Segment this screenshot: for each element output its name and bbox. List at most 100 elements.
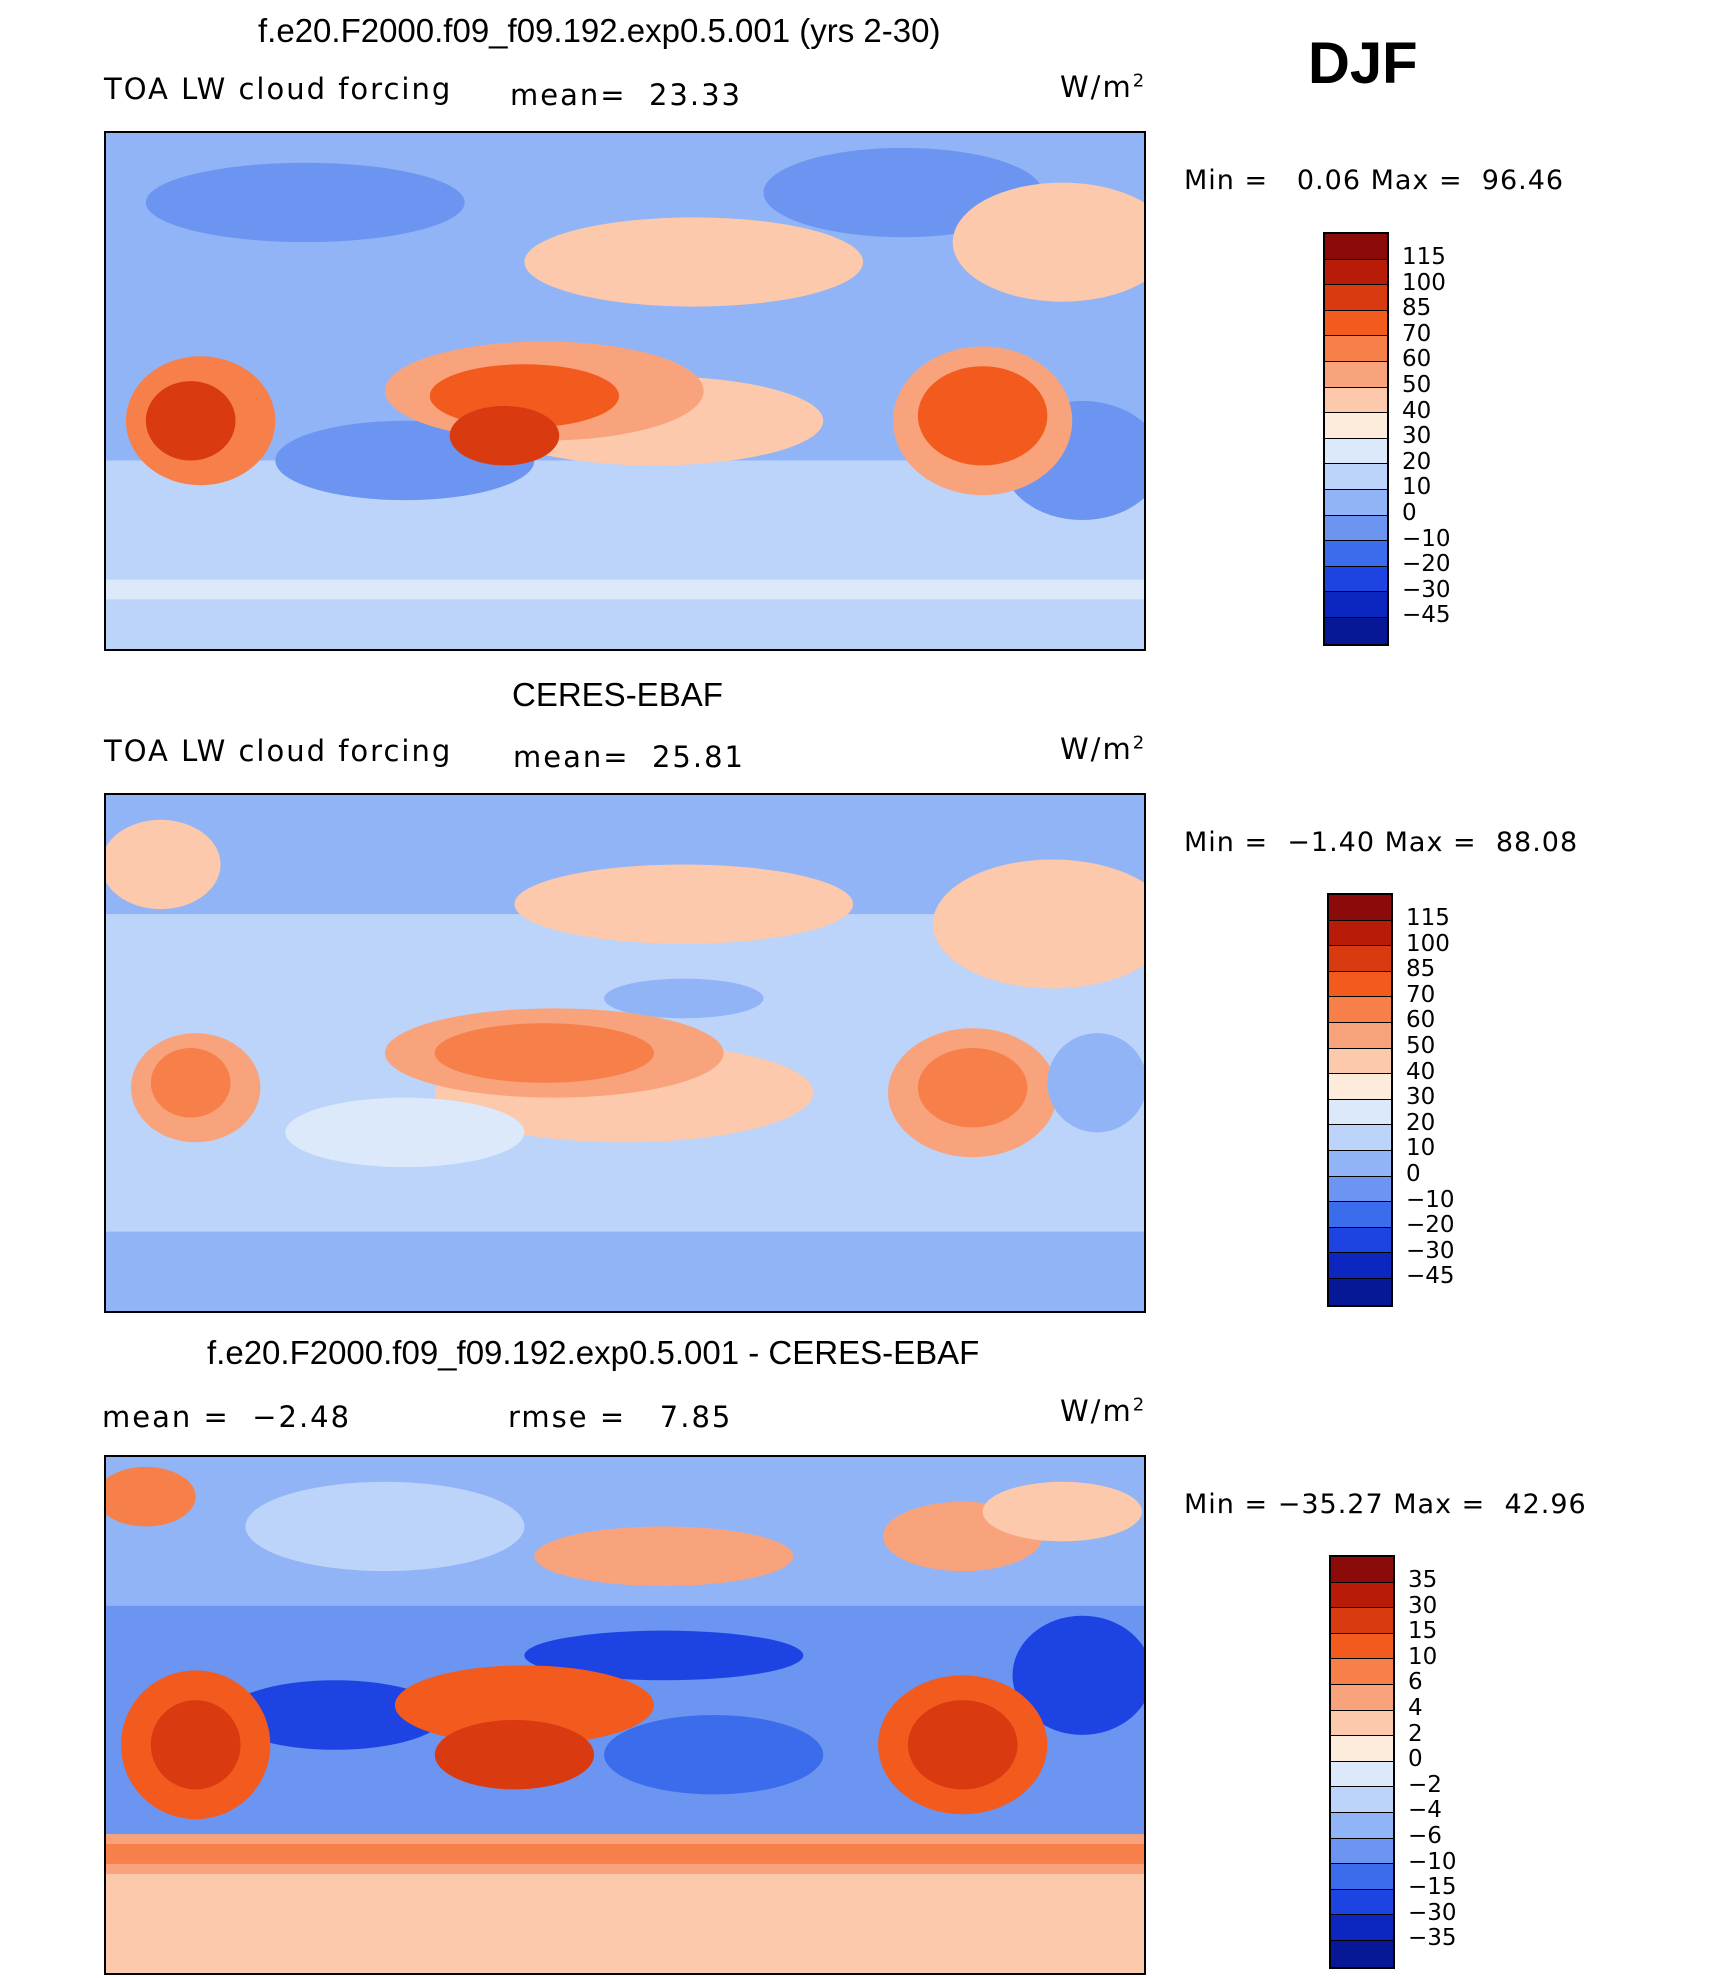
- colorbar-swatch: [1331, 1710, 1393, 1737]
- colorbar-tick-label: −4: [1408, 1797, 1442, 1824]
- colorbar-swatch: [1325, 438, 1387, 465]
- colorbar-tick-label: −30: [1408, 1899, 1457, 1926]
- colorbar-swatch: [1329, 1048, 1391, 1075]
- colorbar-swatch: [1325, 285, 1387, 311]
- colorbar-tick-label: 50: [1406, 1032, 1436, 1059]
- colorbar-swatch: [1329, 971, 1391, 998]
- colorbar-tick-label: 10: [1402, 474, 1432, 501]
- panel-3-colorbar: [1329, 1555, 1395, 1969]
- colorbar-swatch: [1331, 1838, 1393, 1865]
- colorbar-swatch: [1329, 1125, 1391, 1151]
- panel-2-colorbar: [1327, 893, 1393, 1307]
- colorbar-tick-label: 70: [1406, 981, 1436, 1008]
- colorbar-swatch: [1329, 946, 1391, 972]
- colorbar-tick-label: 10: [1408, 1643, 1438, 1670]
- colorbar-tick-label: −30: [1406, 1237, 1455, 1264]
- colorbar-swatch: [1325, 464, 1387, 490]
- colorbar-tick-label: −30: [1402, 576, 1451, 603]
- colorbar-tick-label: 115: [1402, 244, 1446, 270]
- colorbar-swatch: [1325, 541, 1387, 567]
- colorbar-tick-label: 100: [1402, 269, 1446, 296]
- colorbar-swatch: [1331, 1940, 1393, 1967]
- colorbar-swatch: [1329, 1022, 1391, 1049]
- colorbar-swatch: [1325, 387, 1387, 414]
- colorbar-swatch: [1325, 234, 1387, 260]
- panel-3-minmax: Min = −35.27 Max = 42.96: [1184, 1489, 1587, 1520]
- colorbar-tick-label: 70: [1402, 320, 1432, 347]
- panel-2-mean: mean= 25.81: [513, 740, 746, 774]
- panel-1-colorbar-labels: 115 100 85 70 60 50 40 30 20 10 0 −10 −20 −30 −45: [1402, 244, 1451, 629]
- panel-3-mean: mean = −2.48: [102, 1400, 352, 1434]
- panel-2-colorbar-labels: 115 100 85 70 60 50 40 30 20 10 0 −10 −20 −30 −45: [1406, 905, 1455, 1290]
- colorbar-swatch: [1331, 1761, 1393, 1788]
- colorbar-tick-label: 20: [1406, 1109, 1436, 1136]
- panel-1-units: W/m2: [1060, 70, 1147, 104]
- colorbar-swatch: [1331, 1915, 1393, 1941]
- colorbar-swatch: [1329, 1202, 1391, 1228]
- colorbar-swatch: [1331, 1582, 1393, 1609]
- panel-2-units: W/m2: [1060, 732, 1147, 766]
- colorbar-tick-label: 35: [1408, 1567, 1438, 1593]
- colorbar-swatch: [1325, 413, 1387, 439]
- panel-3-map: [104, 1455, 1146, 1975]
- colorbar-tick-label: 40: [1402, 397, 1432, 424]
- colorbar-swatch: [1329, 1074, 1391, 1100]
- season-label: DJF: [1308, 31, 1418, 96]
- colorbar-tick-label: 30: [1402, 423, 1432, 450]
- panel-3-title: f.e20.F2000.f09_f09.192.exp0.5.001 - CER…: [207, 1334, 980, 1371]
- colorbar-tick-label: −20: [1402, 551, 1451, 578]
- colorbar-swatch: [1325, 566, 1387, 593]
- colorbar-tick-label: 115: [1406, 905, 1450, 931]
- colorbar-swatch: [1331, 1736, 1393, 1762]
- colorbar-swatch: [1325, 592, 1387, 618]
- colorbar-swatch: [1329, 1150, 1391, 1177]
- colorbar-swatch: [1325, 489, 1387, 516]
- panel-1-minmax: Min = 0.06 Max = 96.46: [1184, 165, 1565, 196]
- colorbar-swatch: [1329, 997, 1391, 1023]
- panel-1-title: f.e20.F2000.f09_f09.192.exp0.5.001 (yrs …: [258, 12, 941, 49]
- colorbar-tick-label: 2: [1408, 1720, 1423, 1747]
- panel-2-map: [104, 793, 1146, 1313]
- panel-1-mean: mean= 23.33: [510, 78, 743, 112]
- colorbar-swatch: [1331, 1684, 1393, 1711]
- colorbar-swatch: [1331, 1608, 1393, 1634]
- colorbar-tick-label: 0: [1408, 1746, 1423, 1773]
- panel-1-map: [104, 131, 1146, 651]
- colorbar-tick-label: 60: [1406, 1007, 1436, 1034]
- panel-1-colorbar: [1323, 232, 1389, 646]
- panel-2-minmax: Min = −1.40 Max = 88.08: [1184, 827, 1579, 858]
- colorbar-swatch: [1331, 1787, 1393, 1813]
- colorbar-swatch: [1331, 1557, 1393, 1583]
- colorbar-swatch: [1329, 1278, 1391, 1305]
- colorbar-tick-label: 10: [1406, 1135, 1436, 1162]
- colorbar-tick-label: 50: [1402, 371, 1432, 398]
- colorbar-swatch: [1325, 617, 1387, 644]
- colorbar-tick-label: 60: [1402, 346, 1432, 373]
- colorbar-swatch: [1331, 1659, 1393, 1685]
- colorbar-tick-label: 40: [1406, 1058, 1436, 1085]
- colorbar-tick-label: −20: [1406, 1212, 1455, 1239]
- panel-3-units: W/m2: [1060, 1394, 1147, 1428]
- colorbar-swatch: [1329, 1176, 1391, 1203]
- colorbar-tick-label: 0: [1406, 1160, 1421, 1187]
- colorbar-tick-label: −10: [1402, 525, 1451, 552]
- panel-3-colorbar-labels: 35 30 15 10 6 4 2 0 −2 −4 −6 −10 −15 −30 −35: [1408, 1567, 1457, 1952]
- colorbar-swatch: [1325, 515, 1387, 542]
- colorbar-tick-label: 15: [1408, 1618, 1438, 1645]
- colorbar-swatch: [1325, 310, 1387, 337]
- colorbar-swatch: [1329, 1253, 1391, 1279]
- colorbar-tick-label: −45: [1406, 1263, 1455, 1290]
- colorbar-tick-label: 30: [1406, 1084, 1436, 1111]
- colorbar-swatch: [1329, 1099, 1391, 1126]
- colorbar-tick-label: −15: [1408, 1874, 1457, 1901]
- colorbar-swatch: [1331, 1864, 1393, 1890]
- colorbar-tick-label: −10: [1406, 1186, 1455, 1213]
- colorbar-tick-label: 85: [1402, 295, 1432, 322]
- colorbar-swatch: [1329, 920, 1391, 947]
- colorbar-swatch: [1325, 336, 1387, 362]
- colorbar-swatch: [1329, 1227, 1391, 1254]
- colorbar-swatch: [1325, 361, 1387, 388]
- panel-1-variable-label: TOA LW cloud forcing: [104, 72, 453, 106]
- panel-3-rmse: rmse = 7.85: [508, 1400, 733, 1434]
- panel-2-variable-label: TOA LW cloud forcing: [104, 734, 453, 768]
